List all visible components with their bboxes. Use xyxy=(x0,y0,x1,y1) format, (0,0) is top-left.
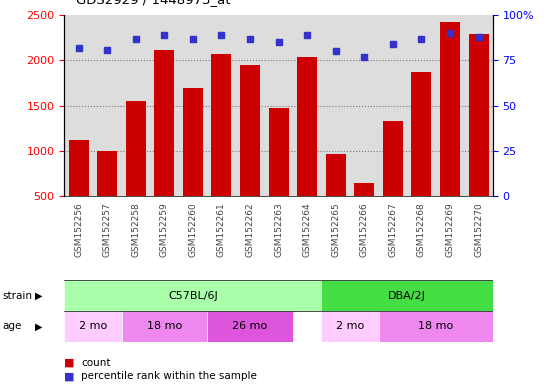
Text: GSM152262: GSM152262 xyxy=(245,203,255,257)
Text: DBA/2J: DBA/2J xyxy=(388,291,426,301)
Text: GSM152259: GSM152259 xyxy=(160,203,169,257)
Point xyxy=(245,36,254,42)
Point xyxy=(160,32,169,38)
Point xyxy=(388,41,397,47)
Bar xyxy=(469,34,488,196)
Point xyxy=(331,48,340,55)
Bar xyxy=(297,57,317,196)
Bar xyxy=(412,72,431,196)
Text: 26 mo: 26 mo xyxy=(232,321,268,331)
Text: strain: strain xyxy=(3,291,33,301)
Bar xyxy=(321,311,379,342)
Text: GSM152261: GSM152261 xyxy=(217,203,226,257)
Point xyxy=(188,36,198,42)
Text: 2 mo: 2 mo xyxy=(336,321,364,331)
Point xyxy=(417,36,426,42)
Bar xyxy=(240,65,260,196)
Bar xyxy=(212,54,231,196)
Point xyxy=(217,32,226,38)
Bar xyxy=(269,108,288,196)
Bar xyxy=(354,183,374,196)
Point xyxy=(131,36,140,42)
Text: GSM152260: GSM152260 xyxy=(188,203,198,257)
Point xyxy=(274,40,283,46)
Bar xyxy=(440,22,460,196)
Bar xyxy=(326,154,346,196)
Text: GDS2929 / 1448973_at: GDS2929 / 1448973_at xyxy=(76,0,230,6)
Text: count: count xyxy=(81,358,111,368)
Bar xyxy=(97,151,117,196)
Bar xyxy=(321,280,493,311)
Text: ■: ■ xyxy=(64,371,75,381)
Point xyxy=(103,46,112,53)
Point xyxy=(474,34,483,40)
Bar xyxy=(155,50,174,196)
Bar xyxy=(379,311,493,342)
Text: GSM152258: GSM152258 xyxy=(131,203,141,257)
Text: GSM152266: GSM152266 xyxy=(360,203,369,257)
Text: age: age xyxy=(3,321,22,331)
Text: GSM152268: GSM152268 xyxy=(417,203,426,257)
Text: 2 mo: 2 mo xyxy=(79,321,107,331)
Text: GSM152267: GSM152267 xyxy=(388,203,398,257)
Bar xyxy=(126,101,146,196)
Text: GSM152257: GSM152257 xyxy=(102,203,112,257)
Bar xyxy=(383,121,403,196)
Point xyxy=(360,54,368,60)
Bar xyxy=(64,280,321,311)
Text: GSM152265: GSM152265 xyxy=(331,203,340,257)
Text: 18 mo: 18 mo xyxy=(418,321,453,331)
Text: C57BL/6J: C57BL/6J xyxy=(168,291,218,301)
Bar xyxy=(64,311,122,342)
Point xyxy=(446,30,455,36)
Bar xyxy=(183,88,203,196)
Point xyxy=(74,45,83,51)
Text: ▶: ▶ xyxy=(35,291,43,301)
Text: 18 mo: 18 mo xyxy=(147,321,182,331)
Text: GSM152264: GSM152264 xyxy=(302,203,312,257)
Text: GSM152270: GSM152270 xyxy=(474,203,483,257)
Text: GSM152256: GSM152256 xyxy=(74,203,83,257)
Text: GSM152263: GSM152263 xyxy=(274,203,283,257)
Text: ▶: ▶ xyxy=(35,321,43,331)
Bar xyxy=(122,311,207,342)
Bar xyxy=(207,311,293,342)
Point xyxy=(302,32,311,38)
Bar xyxy=(69,140,88,196)
Text: percentile rank within the sample: percentile rank within the sample xyxy=(81,371,257,381)
Text: ■: ■ xyxy=(64,358,75,368)
Text: GSM152269: GSM152269 xyxy=(445,203,455,257)
